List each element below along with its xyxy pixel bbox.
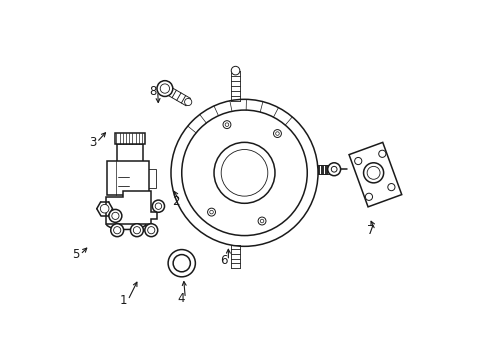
Polygon shape [348,142,401,207]
Text: 3: 3 [89,136,96,149]
Circle shape [330,166,336,172]
Circle shape [260,219,264,223]
Circle shape [184,98,191,105]
Text: 1: 1 [120,294,127,307]
Circle shape [216,152,258,194]
Circle shape [258,217,265,225]
Circle shape [133,226,140,234]
Circle shape [113,226,121,234]
Bar [114,133,144,144]
Text: 6: 6 [220,254,227,267]
Circle shape [221,149,267,196]
Circle shape [366,166,379,179]
Circle shape [363,163,383,183]
Polygon shape [106,191,156,224]
Circle shape [387,184,394,191]
Circle shape [214,142,274,203]
Text: 5: 5 [72,248,80,261]
Bar [146,168,155,188]
Circle shape [155,203,162,210]
Circle shape [173,255,190,272]
Text: 4: 4 [177,292,184,305]
Text: 7: 7 [366,224,374,237]
Circle shape [144,224,158,237]
Circle shape [354,157,361,165]
Circle shape [209,210,213,214]
Circle shape [273,130,281,138]
Circle shape [275,132,279,135]
Circle shape [327,163,340,176]
Bar [117,144,142,163]
Text: 2: 2 [172,195,179,208]
Circle shape [182,110,306,235]
Text: 8: 8 [149,85,157,98]
Circle shape [223,121,230,129]
Circle shape [109,210,122,222]
Circle shape [171,99,317,246]
Circle shape [207,208,215,216]
Circle shape [100,204,109,213]
Circle shape [160,84,169,93]
Circle shape [224,123,228,126]
Circle shape [152,200,164,212]
Circle shape [130,224,143,237]
Circle shape [365,193,372,201]
Circle shape [157,81,172,96]
Circle shape [378,150,385,157]
Circle shape [168,249,195,277]
Circle shape [147,226,155,234]
Circle shape [231,66,239,75]
Circle shape [112,212,119,220]
Bar [107,161,148,195]
Circle shape [110,224,123,237]
